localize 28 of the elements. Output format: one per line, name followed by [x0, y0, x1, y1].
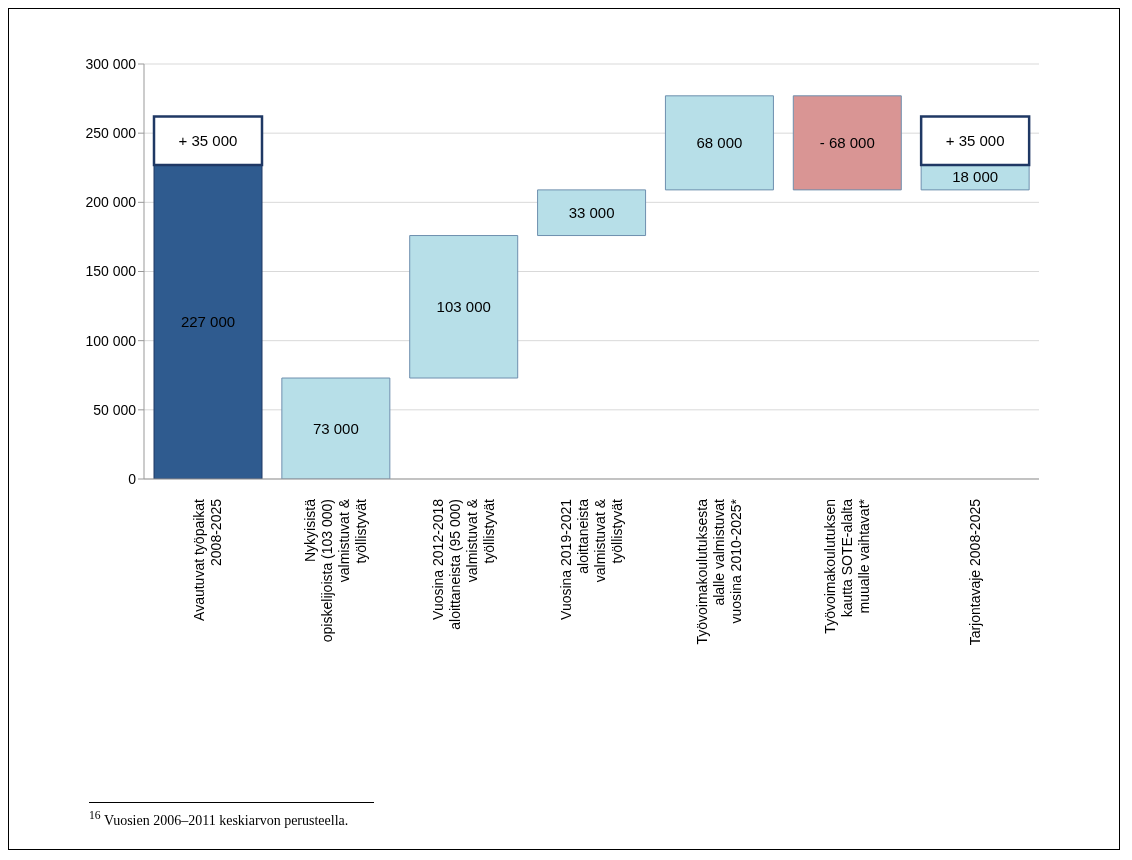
- x-tick-label: Tarjontavaje 2008-2025: [967, 498, 984, 646]
- data-label: + 35 000: [945, 131, 1005, 149]
- bar: [281, 377, 391, 479]
- data-label: 18 000: [952, 168, 999, 186]
- bar: [664, 95, 774, 191]
- text: $^{16}$ Vuosien 2006–2011 keskiarvon perusteella.: [89, 809, 349, 828]
- data-label: + 35 000: [178, 131, 238, 149]
- y-tick-label: 100 000: [85, 332, 137, 349]
- bar: [792, 95, 902, 191]
- bar: [537, 189, 647, 237]
- y-tick-label: 250 000: [85, 125, 137, 142]
- x-tick-label: Avautuvat työpaikat 2008-2025: [191, 498, 225, 621]
- data-label: 227 000: [180, 312, 236, 330]
- y-tick-label: 300 000: [85, 55, 137, 72]
- y-tick-label: 200 000: [85, 194, 137, 211]
- x-tick-label: Vuosina 2012-2018 aloittaneista (95 000) valmistuvat & työllistyvät: [430, 498, 498, 630]
- x-tick-label: Nykyisistä opiskelijoista (103 000) valmistuvat & työllistyvät: [302, 498, 370, 643]
- bar: [409, 235, 519, 379]
- data-label: 68 000: [696, 133, 743, 151]
- y-tick-label: 50 000: [93, 401, 137, 418]
- bar: [919, 115, 1031, 167]
- x-tick-label: Vuosina 2019-2021 aloittaneista valmistuvat & työllistyvät: [558, 498, 625, 620]
- data-label: - 68 000: [819, 133, 875, 151]
- data-label: 73 000: [312, 419, 359, 437]
- y-tick-label: 0: [128, 470, 137, 487]
- data-label: 33 000: [568, 203, 615, 221]
- y-tick-label: 150 000: [85, 263, 137, 280]
- data-label: 103 000: [436, 297, 491, 315]
